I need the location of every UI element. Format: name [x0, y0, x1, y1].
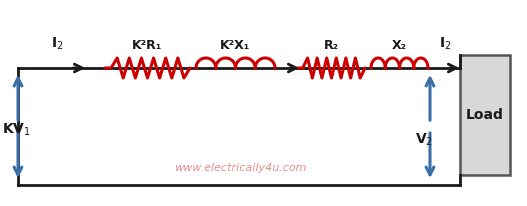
Text: I$_2$: I$_2$	[51, 36, 63, 52]
Text: V$_2$: V$_2$	[415, 132, 433, 148]
Text: X₂: X₂	[392, 39, 406, 52]
Bar	[460, 55, 510, 175]
Text: K²R₁: K²R₁	[132, 39, 162, 52]
Text: I$_2$: I$_2$	[439, 36, 451, 52]
Text: www.electrically4u.com: www.electrically4u.com	[174, 163, 306, 173]
Text: K²X₁: K²X₁	[220, 39, 250, 52]
Text: Load: Load	[466, 108, 504, 122]
Text: KV$_1$: KV$_1$	[2, 122, 31, 138]
Text: R₂: R₂	[324, 39, 338, 52]
